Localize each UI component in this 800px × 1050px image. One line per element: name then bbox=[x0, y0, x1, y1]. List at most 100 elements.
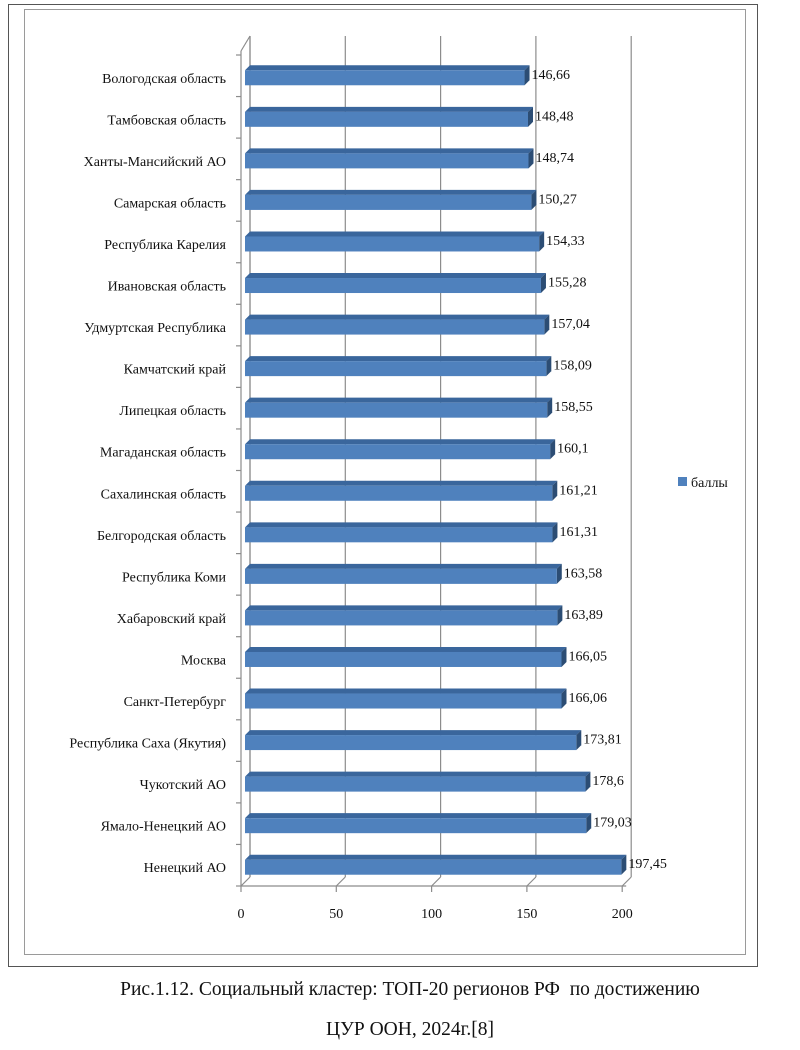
bar-front-face bbox=[245, 818, 587, 834]
bar-side-face bbox=[539, 231, 545, 252]
data-label: 178,6 bbox=[592, 774, 624, 789]
bar-front-face bbox=[245, 402, 548, 418]
x-tick-label: 200 bbox=[612, 907, 633, 922]
data-label: 157,04 bbox=[551, 317, 590, 332]
bar-side-face bbox=[557, 605, 563, 626]
data-label: 197,45 bbox=[628, 857, 667, 872]
bar-side-face bbox=[586, 813, 592, 834]
bar-front-face bbox=[245, 735, 577, 751]
data-label: 163,89 bbox=[564, 608, 603, 623]
category-label: Липецкая область bbox=[119, 404, 226, 419]
category-label: Санкт-Петербург bbox=[124, 695, 227, 710]
bar-top-face bbox=[245, 771, 591, 777]
bar-front-face bbox=[245, 485, 553, 501]
bar-front-face bbox=[245, 319, 545, 335]
bar-top-face bbox=[245, 314, 550, 320]
bar-top-face bbox=[245, 522, 558, 528]
bar bbox=[245, 148, 534, 169]
category-label: Сахалинская область bbox=[101, 487, 226, 502]
bar-front-face bbox=[245, 194, 532, 210]
bar bbox=[245, 646, 567, 667]
bar-chart: Вологодская область Тамбовская область Хан… bbox=[69, 35, 728, 922]
bar-side-face bbox=[585, 771, 591, 792]
bar-top-face bbox=[245, 854, 627, 860]
outer-frame bbox=[8, 4, 758, 967]
figure-caption: Рис.1.12. Социальный кластер: ТОП-20 рег… bbox=[0, 970, 800, 1050]
bar bbox=[245, 688, 567, 709]
bar-front-face bbox=[245, 70, 525, 86]
data-labels: 146,66 148,48 148,74 150,27 154,33 155,28 157,… bbox=[532, 68, 667, 872]
wall-top-edge bbox=[240, 35, 251, 52]
bar-front-face bbox=[245, 776, 586, 792]
x-tick-label: 100 bbox=[421, 907, 442, 922]
category-label: Ханты-Мансийский АО bbox=[84, 155, 226, 170]
legend: баллы bbox=[678, 476, 728, 491]
bar bbox=[245, 605, 563, 626]
chart-area-frame bbox=[24, 9, 746, 955]
bar-top-face bbox=[245, 65, 530, 71]
data-label: 166,05 bbox=[568, 649, 607, 664]
bar bbox=[245, 189, 537, 210]
bar-top-face bbox=[245, 148, 534, 154]
caption-line-2: ЦУР ООН, 2024г.[8] bbox=[325, 1019, 495, 1040]
data-label: 155,28 bbox=[548, 276, 587, 291]
legend-label: баллы bbox=[691, 476, 728, 491]
bar-side-face bbox=[540, 273, 546, 294]
caption-line-1: Рис.1.12. Социальный кластер: ТОП-20 рег… bbox=[120, 979, 700, 1000]
bar-front-face bbox=[245, 444, 551, 460]
category-label: Удмуртская Республика bbox=[84, 321, 227, 336]
data-label: 173,81 bbox=[583, 733, 622, 748]
bar bbox=[245, 771, 591, 792]
bar bbox=[245, 65, 530, 86]
bar-top-face bbox=[245, 356, 552, 362]
data-label: 158,55 bbox=[554, 400, 593, 415]
bar bbox=[245, 231, 545, 252]
bar-top-face bbox=[245, 480, 558, 486]
bar bbox=[245, 356, 552, 377]
x-axis: 0 50 100 150 200 bbox=[238, 886, 633, 922]
bar bbox=[245, 480, 558, 501]
data-label: 179,03 bbox=[593, 816, 632, 831]
category-label: Магаданская область bbox=[100, 446, 226, 461]
bar-front-face bbox=[245, 651, 562, 667]
bar-side-face bbox=[528, 106, 534, 127]
data-label: 160,1 bbox=[557, 442, 589, 457]
bar-top-face bbox=[245, 730, 582, 736]
floor-gridline bbox=[240, 876, 251, 887]
floor-gridline bbox=[526, 876, 537, 887]
data-label: 148,48 bbox=[535, 109, 574, 124]
bar-front-face bbox=[245, 693, 562, 709]
data-label: 158,09 bbox=[553, 359, 592, 374]
category-label: Республика Саха (Якутия) bbox=[69, 737, 226, 752]
data-label: 148,74 bbox=[535, 151, 574, 166]
category-label: Республика Карелия bbox=[104, 238, 226, 253]
category-label: Самарская область bbox=[114, 196, 226, 211]
bar-side-face bbox=[561, 646, 567, 667]
bar bbox=[245, 397, 553, 418]
bar-front-face bbox=[245, 610, 558, 626]
bar-side-face bbox=[547, 397, 553, 418]
bar-top-face bbox=[245, 231, 545, 237]
category-label: Москва bbox=[181, 653, 227, 668]
category-label: Вологодская область bbox=[102, 72, 226, 87]
bar-side-face bbox=[528, 148, 534, 169]
bar-top-face bbox=[245, 563, 562, 569]
bar-side-face bbox=[531, 189, 537, 210]
category-label: Тамбовская область bbox=[107, 113, 226, 128]
bars bbox=[245, 65, 627, 875]
data-label: 150,27 bbox=[538, 192, 577, 207]
bar bbox=[245, 563, 562, 584]
bar bbox=[245, 273, 546, 294]
bar-front-face bbox=[245, 278, 541, 294]
bar-top-face bbox=[245, 273, 546, 279]
bar-side-face bbox=[546, 356, 552, 377]
legend-swatch bbox=[678, 477, 687, 486]
bar-top-face bbox=[245, 439, 556, 445]
bar-top-face bbox=[245, 646, 567, 652]
category-label: Ненецкий АО bbox=[144, 861, 226, 876]
bar-front-face bbox=[245, 111, 529, 127]
bar bbox=[245, 854, 627, 875]
data-label: 154,33 bbox=[546, 234, 585, 249]
category-label: Белгородская область bbox=[97, 529, 226, 544]
data-label: 161,21 bbox=[559, 483, 598, 498]
